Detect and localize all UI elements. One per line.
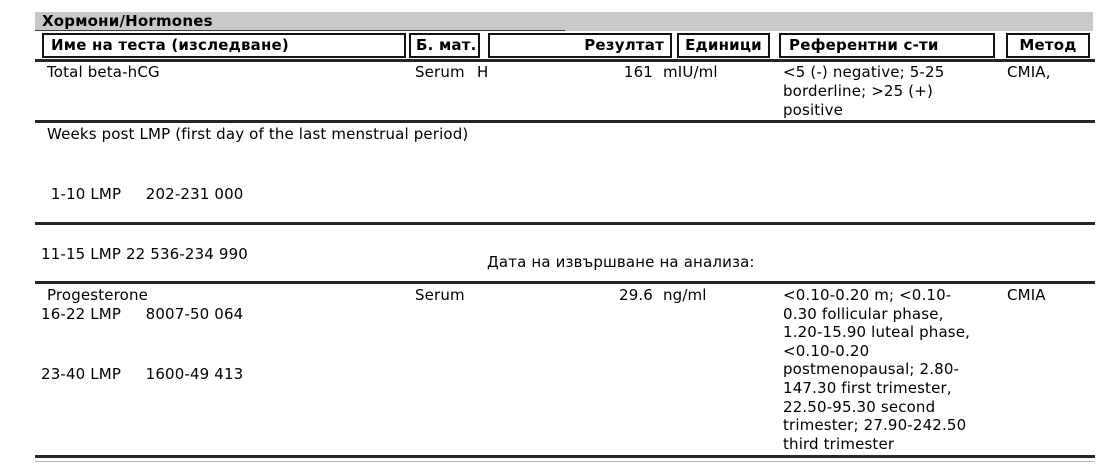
- column-header-method: Метод: [1006, 33, 1090, 58]
- section-title-underline: [35, 30, 565, 31]
- material-value: Serum: [415, 63, 465, 81]
- lmp-line: 11-15 LMP 22 536-234 990: [41, 245, 248, 263]
- section-header-bar: [35, 12, 1093, 31]
- analysis-date-label: Дата на извършване на анализа:: [487, 253, 755, 271]
- bottom-border-line: [35, 455, 1095, 458]
- method-value: CMIA: [1007, 286, 1046, 304]
- units-value: ng/ml: [663, 286, 707, 304]
- row-divider-line: [35, 281, 1095, 284]
- column-header-units: Единици: [677, 33, 770, 58]
- result-flag: H: [477, 63, 489, 81]
- test-name: Progesterone: [47, 286, 149, 304]
- method-value: CMIA,: [1007, 63, 1051, 81]
- reference-range: <0.10-0.20 m; <0.10- 0.30 follicular pha…: [783, 286, 971, 453]
- column-header-result: Резултат: [488, 33, 672, 58]
- material-value: Serum: [415, 286, 465, 304]
- lmp-line: 16-22 LMP 8007-50 064: [41, 305, 244, 323]
- bottom-border-shadow-line: [35, 461, 1095, 462]
- section-title: Хормони/Hormones: [42, 12, 213, 30]
- column-header-material: Б. мат.: [409, 33, 480, 58]
- units-value: mIU/ml: [663, 63, 718, 81]
- section-divider-line: [35, 222, 1095, 225]
- column-header-test-name: Име на теста (изследване): [42, 33, 406, 58]
- reference-range: <5 (-) negative; 5-25 borderline; >25 (+…: [783, 63, 945, 119]
- result-value: 161: [623, 63, 653, 81]
- lmp-note-lines: 1-10 LMP 202-231 000 11-15 LMP 22 536-23…: [41, 144, 248, 404]
- lmp-line: 23-40 LMP 1600-49 413: [41, 365, 244, 383]
- section-divider-line: [35, 120, 1095, 123]
- result-value: 29.6: [619, 286, 653, 304]
- lmp-note-title: Weeks post LMP (first day of the last me…: [47, 125, 469, 143]
- test-name: Total beta-hCG: [47, 63, 160, 81]
- column-header-reference: Референтни с-ти: [779, 33, 995, 58]
- header-divider-line: [35, 59, 1095, 62]
- lmp-line: 1-10 LMP 202-231 000: [41, 185, 244, 203]
